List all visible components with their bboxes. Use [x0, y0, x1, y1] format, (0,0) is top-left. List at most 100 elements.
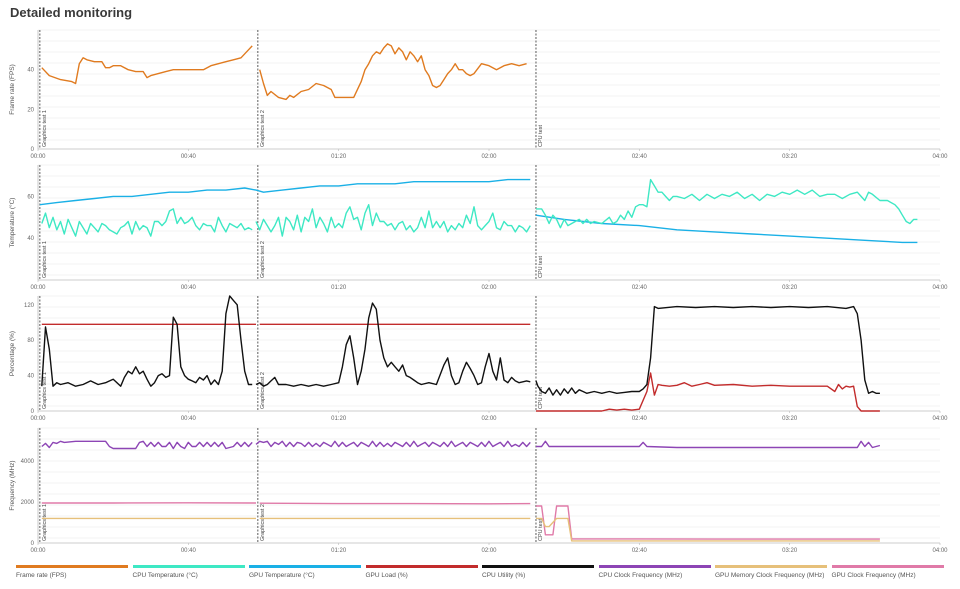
x-tick-label: 00:00 [30, 548, 46, 554]
series-line-cpu_temp [255, 204, 531, 237]
x-tick-label: 00:40 [181, 154, 197, 160]
series-line-gpu_temp [535, 214, 918, 244]
series-line-cpu_temp [536, 178, 918, 229]
legend-swatch [16, 565, 128, 568]
legend-label: GPU Load (%) [365, 572, 408, 579]
x-tick-label: 00:00 [30, 416, 46, 422]
y-tick-label: 2000 [21, 500, 35, 506]
legend-label: GPU Temperature (°C) [249, 572, 315, 579]
legend-swatch [831, 565, 944, 568]
legend: Frame rate (FPS) CPU Temperature (°C) GPU … [16, 565, 946, 585]
series-line-cpu_clock [536, 440, 881, 449]
y-tick-label: 0 [31, 409, 35, 415]
legend-swatch [715, 565, 827, 568]
series-line-gpu_clock [536, 505, 880, 540]
series-line-gpu_load [536, 372, 880, 412]
x-tick-label: 02:40 [632, 285, 648, 291]
chart-panel-1: 0 20 40 00:00 00:40 01:20 02:00 02:40 03:20 04:00… [9, 29, 948, 160]
x-tick-label: 04:00 [932, 416, 948, 422]
series-line-cpu_util [41, 295, 253, 387]
x-tick-label: 03:20 [782, 285, 798, 291]
x-tick-label: 00:40 [181, 416, 197, 422]
series-line-fps [41, 45, 253, 85]
legend-swatch [365, 565, 478, 568]
y-tick-label: 0 [31, 541, 35, 547]
x-tick-label: 01:20 [331, 416, 347, 422]
y-tick-label: 0 [31, 147, 35, 153]
legend-label: Frame rate (FPS) [16, 572, 67, 579]
x-tick-label: 02:40 [632, 154, 648, 160]
x-tick-label: 04:00 [932, 154, 948, 160]
x-tick-label: 00:40 [181, 548, 197, 554]
x-tick-label: 02:40 [632, 548, 648, 554]
test-marker-label: CPU test [538, 519, 544, 541]
y-tick-label: 40 [27, 236, 34, 242]
test-marker-label: CPU test [538, 387, 544, 409]
x-tick-label: 03:20 [782, 154, 798, 160]
legend-swatch [598, 565, 711, 568]
test-marker-label: Graphics test 2 [260, 504, 266, 541]
y-tick-label: 4000 [21, 459, 35, 465]
x-tick-label: 04:00 [932, 548, 948, 554]
test-marker-label: Graphics test 1 [42, 241, 48, 278]
page-title: Detailed monitoring [10, 5, 133, 20]
x-tick-label: 03:20 [782, 416, 798, 422]
chart-panel-2: 40 60 00:00 00:40 01:20 02:00 02:40 03:20 04:00 T… [8, 164, 948, 291]
y-axis-label: Percentage (%) [9, 331, 16, 376]
legend-swatch [482, 565, 594, 568]
legend-label: CPU Clock Frequency (MHz) [598, 572, 683, 579]
legend-item: Frame rate (FPS) [16, 565, 128, 579]
legend-swatch [249, 565, 361, 568]
y-tick-label: 120 [24, 303, 35, 309]
test-marker-label: Graphics test 1 [42, 504, 48, 541]
test-marker-label: CPU test [538, 125, 544, 147]
series-line-cpu_util [255, 302, 531, 387]
test-marker-label: Graphics test 1 [42, 110, 48, 147]
legend-label: GPU Clock Frequency (MHz) [831, 572, 916, 579]
x-tick-label: 02:00 [481, 285, 497, 291]
legend-item: GPU Load (%) [365, 565, 478, 579]
series-line-fps [259, 43, 527, 101]
chart-panel-3: 0 40 80 120 00:00 00:40 01:20 02:00 02:40 03:20 04… [9, 295, 948, 422]
y-tick-label: 20 [27, 107, 34, 113]
x-tick-label: 00:40 [181, 285, 197, 291]
legend-label: CPU Temperature (°C) [132, 572, 198, 579]
x-tick-label: 00:00 [30, 154, 46, 160]
x-tick-label: 00:00 [30, 285, 46, 291]
x-tick-label: 02:00 [481, 548, 497, 554]
y-tick-label: 80 [27, 338, 34, 344]
y-tick-label: 40 [27, 68, 34, 74]
legend-item: CPU Utility (%) [482, 565, 594, 579]
x-tick-label: 01:20 [331, 154, 347, 160]
legend-label: GPU Memory Clock Frequency (MHz) [715, 572, 825, 579]
series-line-gpu_clock [259, 502, 531, 505]
series-line-cpu_clock [255, 440, 531, 448]
legend-item: CPU Temperature (°C) [132, 565, 245, 579]
legend-item: GPU Clock Frequency (MHz) [831, 565, 944, 579]
x-tick-label: 01:20 [331, 285, 347, 291]
y-axis-label: Frame rate (FPS) [9, 64, 16, 115]
legend-item: CPU Clock Frequency (MHz) [598, 565, 711, 579]
x-tick-label: 02:40 [632, 416, 648, 422]
y-axis-label: Temperature (°C) [8, 198, 16, 248]
test-marker-label: Graphics test 2 [260, 372, 266, 409]
x-tick-label: 01:20 [331, 548, 347, 554]
series-line-cpu_util [535, 305, 880, 396]
legend-item: GPU Memory Clock Frequency (MHz) [715, 565, 827, 579]
test-marker-label: Graphics test 2 [260, 110, 266, 147]
test-marker-label: CPU test [538, 256, 544, 278]
x-tick-label: 02:00 [481, 154, 497, 160]
series-line-gpu_mem_clock [536, 517, 880, 542]
y-axis-label: Frequency (MHz) [9, 460, 16, 510]
series-line-cpu_clock [41, 440, 253, 450]
y-tick-label: 40 [27, 374, 34, 380]
x-tick-label: 04:00 [932, 285, 948, 291]
chart-panel-4: 0 2000 4000 00:00 00:40 01:20 02:00 02:40 03:20 0… [9, 427, 948, 554]
x-tick-label: 03:20 [782, 548, 798, 554]
legend-item: GPU Temperature (°C) [249, 565, 361, 579]
legend-swatch [132, 565, 245, 568]
x-tick-label: 02:00 [481, 416, 497, 422]
y-tick-label: 60 [27, 194, 34, 200]
test-marker-label: Graphics test 1 [42, 372, 48, 409]
